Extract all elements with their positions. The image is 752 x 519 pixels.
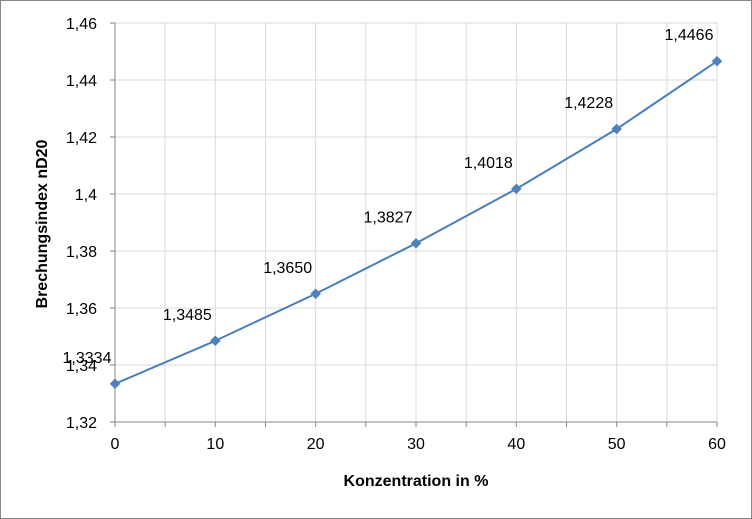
data-label: 1,4018 [464,155,513,172]
series-layer [109,55,723,390]
data-label: 1,4466 [665,27,714,44]
x-tick-label: 50 [608,436,626,453]
data-point [711,55,723,67]
axes [110,22,718,427]
x-tick-label: 60 [708,436,726,453]
y-tick-label: 1,36 [66,301,97,318]
data-point [209,335,221,347]
data-label: 1,4228 [564,95,613,112]
data-label: 1,3334 [63,350,112,367]
data-label: 1,3485 [163,307,212,324]
data-point [109,378,121,390]
y-axis-title: Brechungsindex nD20 [34,139,51,308]
y-tick-label: 1,4 [75,187,97,204]
y-tick-labels: 1,32 1,34 1,36 1,38 1,4 1,42 1,44 1,46 [66,16,97,432]
x-tick-label: 10 [206,436,224,453]
x-tick-label: 30 [407,436,425,453]
y-tick-label: 1,38 [66,244,97,261]
data-point [310,288,322,300]
x-axis-title: Konzentration in % [344,473,489,490]
y-tick-label: 1,34 [66,358,97,375]
y-tick-label: 1,44 [66,73,97,90]
y-tick-label: 1,46 [66,16,97,33]
x-tick-label: 0 [111,436,120,453]
data-label: 1,3827 [364,209,413,226]
x-tick-label: 40 [507,436,525,453]
data-point [611,123,623,135]
data-point [410,237,422,249]
grid-lines [115,22,718,422]
data-labels: 1,3334 1,3485 1,3650 1,3827 1,4018 1,4228 1,44… [63,27,714,367]
x-tick-label: 20 [307,436,325,453]
data-point [510,183,522,195]
y-tick-label: 1,42 [66,130,97,147]
y-tick-label: 1,32 [66,415,97,432]
x-tick-labels: 0 10 20 30 40 50 60 [111,436,726,453]
data-label: 1,3650 [263,260,312,277]
